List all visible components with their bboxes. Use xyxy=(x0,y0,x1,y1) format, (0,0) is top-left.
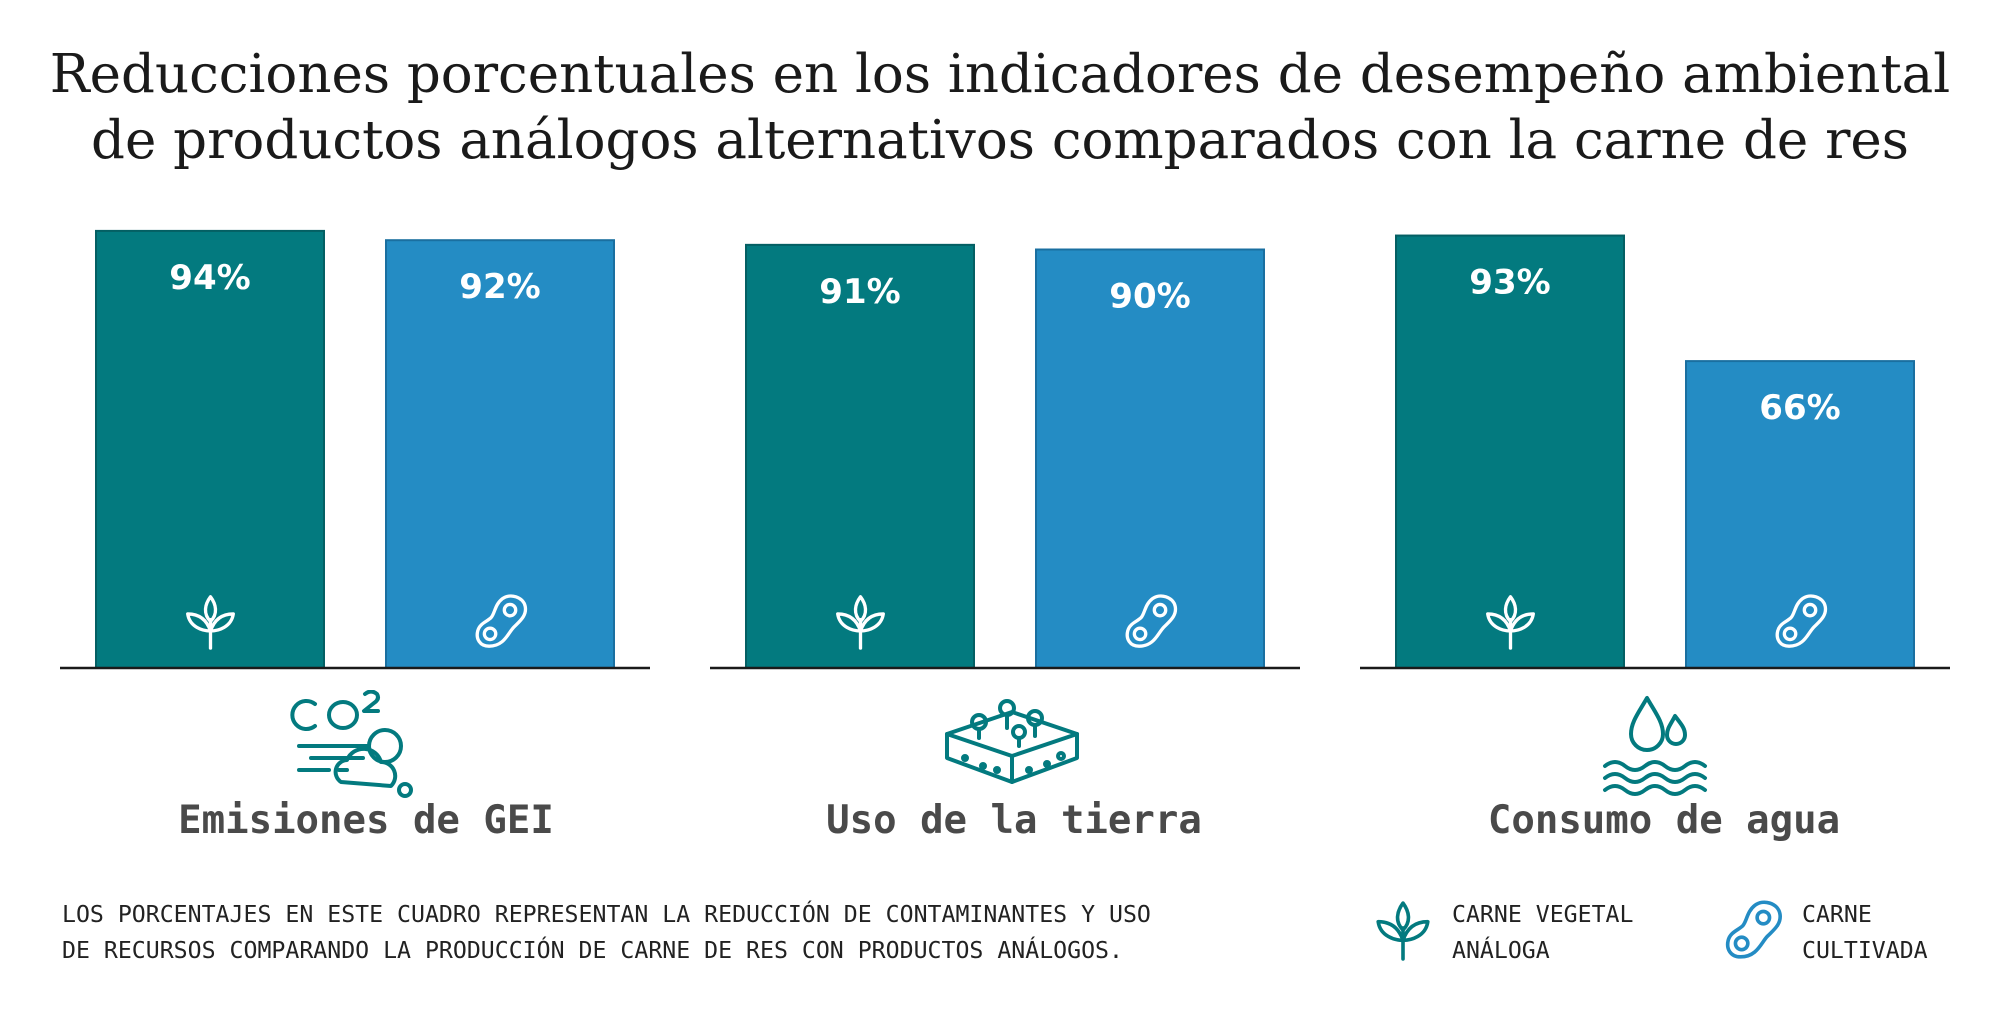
bar-value-label: 91% xyxy=(819,272,900,312)
chart-title: Reducciones porcentuales en los indicado… xyxy=(0,42,2000,174)
plant-sprout-icon xyxy=(1486,595,1535,650)
cultured-meat-icon xyxy=(475,594,528,648)
category-label-emisiones: Emisiones de GEI xyxy=(178,798,554,843)
footnote: LOS PORCENTAJES EN ESTE CUADRO REPRESENT… xyxy=(62,901,1151,964)
bar xyxy=(1685,360,1915,669)
plant-sprout-icon xyxy=(1376,901,1430,961)
plant-sprout-icon xyxy=(836,595,885,650)
legend-label-carne-vegetal: CARNE VEGETAL ANÁLOGA xyxy=(1452,901,1634,964)
legend-item-carne-vegetal: CARNE VEGETAL ANÁLOGA xyxy=(1372,897,1633,969)
cultured-meat-icon xyxy=(1725,900,1782,959)
cultured-meat-icon xyxy=(1775,594,1828,648)
bar-value-label: 94% xyxy=(169,258,250,298)
land-plot-icon xyxy=(945,699,1079,784)
chart-title-line: Reducciones porcentuales en los indicado… xyxy=(49,44,1951,105)
category-label-consumo-agua: Consumo de agua xyxy=(1487,798,1841,843)
cultured-meat-icon xyxy=(1125,594,1178,648)
category-label-uso-tierra: Uso de la tierra xyxy=(826,798,1202,843)
plant-sprout-icon xyxy=(186,595,235,650)
bar-value-label: 90% xyxy=(1109,277,1190,317)
bar-value-label: 92% xyxy=(459,267,540,307)
chart-title-line: de productos análogos alternativos compa… xyxy=(91,110,1909,171)
water-drops-icon xyxy=(1603,696,1707,796)
bar xyxy=(1035,248,1265,669)
bar-value-label: 93% xyxy=(1469,263,1550,303)
legend-item-carne-cultivada: CARNE CULTIVADA xyxy=(1722,897,1928,969)
bar-value-label: 66% xyxy=(1759,388,1840,428)
legend-label-carne-cultivada: CARNE CULTIVADA xyxy=(1802,901,1928,964)
co2-clouds-icon xyxy=(290,690,413,798)
bar xyxy=(385,239,615,669)
